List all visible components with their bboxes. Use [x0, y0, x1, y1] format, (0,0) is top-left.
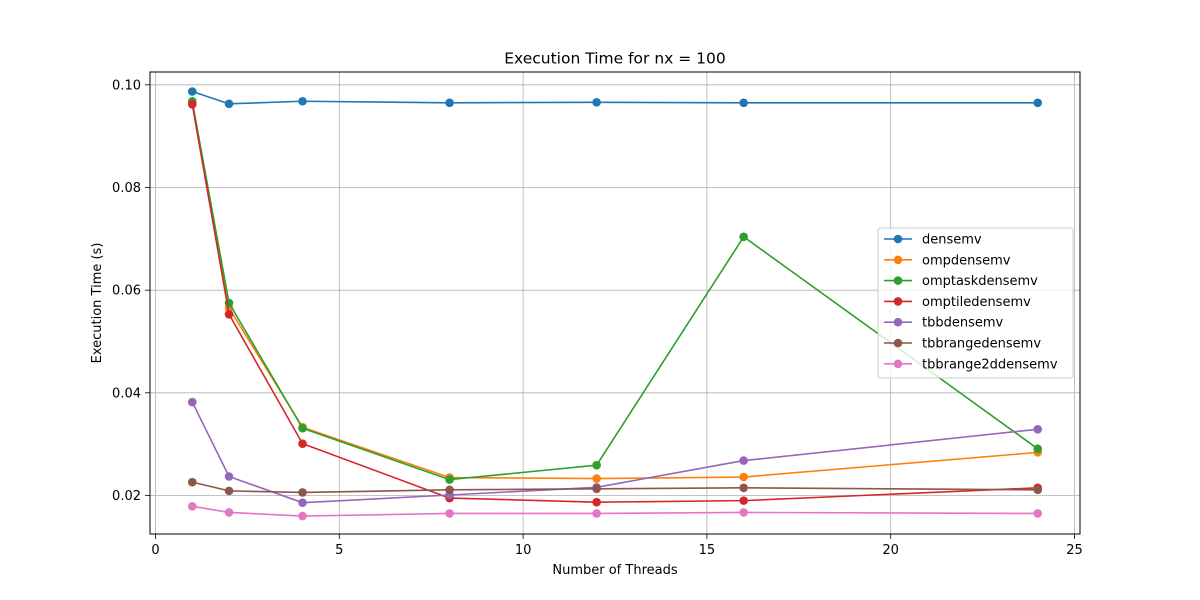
data-point-omptaskdensemv	[445, 475, 454, 484]
data-point-omptaskdensemv	[298, 423, 307, 433]
data-point-ompdensemv	[739, 472, 748, 482]
x-tick-label: 0	[151, 543, 159, 558]
data-point-tbbrange2ddensemv	[298, 511, 307, 521]
data-point-omptiledensemv	[739, 496, 748, 505]
data-point-tbbrangedensemv	[224, 486, 234, 496]
axes: 0 5 10 15 20 25 0.02 0.04 0.06 0.08 0.10	[112, 78, 1083, 558]
data-point-tbbrangedensemv	[298, 488, 307, 497]
data-point-ompdensemv	[592, 474, 601, 483]
legend-label: ompdensemv	[922, 253, 1011, 268]
data-point-tbbdensemv	[1033, 424, 1043, 434]
data-point-tbbdensemv	[224, 472, 234, 481]
legend-item-densemv: densemv	[884, 233, 982, 248]
y-axis-title: Execution Time (s)	[90, 243, 105, 364]
legend-item-ompdensemv: ompdensemv	[884, 253, 1011, 268]
data-point-omptaskdensemv	[739, 232, 748, 242]
data-point-omptaskdensemv	[1033, 444, 1043, 454]
legend-label: densemv	[922, 233, 982, 248]
legend: densemv ompdensemv omptaskdensemv omptilede…	[877, 227, 1074, 379]
data-point-tbbdensemv	[187, 397, 197, 407]
data-point-tbbrange2ddensemv	[445, 509, 454, 518]
series-tbbrangedensemv	[187, 477, 1043, 497]
legend-swatch-marker	[893, 338, 903, 348]
legend-swatch-marker	[893, 317, 903, 327]
data-point-densemv	[187, 87, 197, 96]
data-point-tbbrangedensemv	[445, 485, 454, 495]
legend-label: tbbdensemv	[922, 316, 1004, 331]
data-point-tbbrange2ddensemv	[592, 509, 601, 518]
legend-item-omptaskdensemv: omptaskdensemv	[884, 274, 1038, 289]
legend-swatch-marker	[893, 255, 903, 265]
data-point-tbbrange2ddensemv	[1033, 509, 1043, 518]
y-tick-label: 0.08	[112, 181, 141, 196]
series-tbbrange2ddensemv	[187, 501, 1043, 521]
data-point-omptiledensemv	[298, 439, 307, 448]
x-tick-label: 15	[699, 543, 716, 558]
legend-label: tbbrange2ddensemv	[922, 357, 1058, 372]
legend-swatch-marker	[893, 234, 903, 244]
data-point-tbbrangedensemv	[592, 484, 601, 494]
legend-item-tbbrangedensemv: tbbrangedensemv	[884, 337, 1041, 352]
data-point-omptiledensemv	[224, 309, 234, 319]
x-tick-label: 25	[1066, 543, 1083, 558]
series-layer	[187, 87, 1043, 521]
data-point-densemv	[445, 98, 454, 108]
y-tick-label: 0.06	[112, 284, 141, 299]
legend-swatch-marker	[893, 359, 903, 369]
data-point-tbbrange2ddensemv	[187, 501, 197, 511]
data-point-densemv	[1033, 98, 1043, 108]
data-point-densemv	[592, 97, 601, 107]
data-point-omptiledensemv	[187, 100, 197, 109]
chart-title: Execution Time for nx = 100	[504, 50, 726, 68]
data-point-densemv	[224, 99, 234, 109]
legend-swatch-marker	[893, 276, 903, 285]
data-point-tbbdensemv	[739, 456, 748, 465]
legend-swatch-marker	[893, 297, 903, 306]
plot-frame	[149, 71, 1081, 535]
y-tick-label: 0.04	[112, 386, 141, 401]
data-point-tbbrangedensemv	[1033, 485, 1043, 495]
y-tick-label: 0.10	[112, 78, 141, 93]
data-point-tbbrangedensemv	[187, 477, 197, 487]
x-axis-title: Number of Threads	[552, 563, 677, 578]
data-point-omptaskdensemv	[592, 460, 601, 470]
series-densemv	[187, 87, 1043, 109]
legend-box	[877, 227, 1074, 379]
x-tick-label: 10	[515, 543, 532, 558]
legend-label: omptaskdensemv	[922, 274, 1038, 289]
y-tick-label: 0.02	[112, 489, 141, 504]
data-point-tbbrangedensemv	[739, 483, 748, 493]
legend-item-omptiledensemv: omptiledensemv	[884, 295, 1031, 310]
data-point-omptiledensemv	[592, 497, 601, 507]
legend-label: omptiledensemv	[922, 295, 1031, 310]
data-point-tbbdensemv	[298, 498, 307, 507]
legend-label: tbbrangedensemv	[922, 337, 1041, 352]
data-point-tbbrange2ddensemv	[739, 508, 748, 517]
legend-item-tbbdensemv: tbbdensemv	[884, 316, 1004, 331]
x-tick-label: 20	[882, 543, 899, 558]
x-tick-label: 5	[335, 543, 343, 558]
legend-item-tbbrange2ddensemv: tbbrange2ddensemv	[884, 357, 1058, 372]
data-point-densemv	[739, 98, 748, 108]
data-point-densemv	[298, 96, 307, 106]
data-point-tbbrange2ddensemv	[224, 508, 234, 517]
